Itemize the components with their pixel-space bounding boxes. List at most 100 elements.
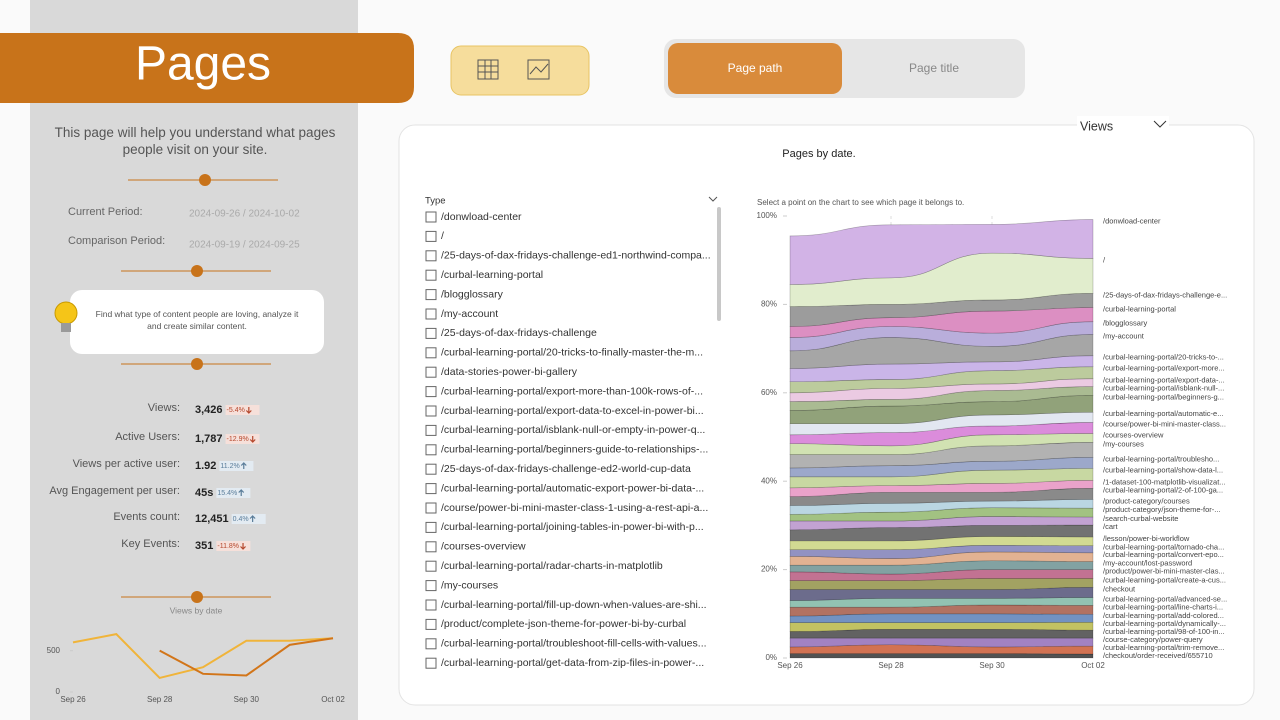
area-series[interactable] (789, 219, 1094, 285)
area-series[interactable] (789, 544, 1094, 559)
filter-item[interactable]: /curbal-learning-portal/export-data-to-e… (441, 405, 704, 417)
filter-item[interactable]: /curbal-learning-portal/joining-tables-i… (441, 521, 704, 533)
area-series[interactable] (789, 560, 1094, 575)
checkbox[interactable] (425, 580, 437, 592)
filter-item[interactable]: /courses-overview (441, 541, 526, 553)
checkbox[interactable] (425, 269, 437, 281)
filter-item[interactable]: /curbal-learning-portal/radar-charts-in-… (441, 560, 663, 572)
checkbox[interactable] (425, 211, 437, 223)
chevron[interactable] (1153, 120, 1167, 128)
toggle-active[interactable] (668, 43, 842, 94)
scrollbar[interactable] (717, 207, 721, 321)
filter-item[interactable]: /curbal-learning-portal/20-tricks-to-fin… (441, 347, 703, 359)
filter-item[interactable]: /25-days-of-dax-fridays-challenge-ed2-wo… (441, 463, 691, 475)
x-tick-label: Oct 02 (1081, 661, 1105, 670)
area-series[interactable] (789, 468, 1094, 489)
filter-item[interactable]: /curbal-learning-portal/automatic-export… (441, 482, 704, 494)
checkbox[interactable] (425, 444, 437, 456)
line-chart-icon[interactable] (527, 59, 550, 80)
filter-item[interactable]: /data-stories-power-bi-gallery (441, 366, 578, 378)
tip-text: Find what type of content people are lov… (95, 309, 299, 331)
area-series[interactable] (789, 433, 1094, 455)
filter-item[interactable]: / (441, 230, 444, 242)
checkbox[interactable] (425, 618, 437, 630)
area-series[interactable] (789, 499, 1094, 515)
area-series[interactable] (789, 355, 1094, 383)
legend-label: /lesson/power-bi-workflow (1103, 534, 1190, 543)
area-series[interactable] (789, 480, 1094, 497)
filter-item[interactable]: /donwload-center (441, 211, 522, 223)
title-banner (0, 33, 414, 103)
filter-item[interactable]: /curbal-learning-portal/get-data-from-zi… (441, 657, 704, 669)
filter-item[interactable]: /my-account (441, 308, 498, 320)
toggle-option[interactable]: Page title (909, 61, 959, 75)
checkbox[interactable] (425, 463, 437, 475)
checkbox[interactable] (425, 327, 437, 339)
filter-item[interactable]: /curbal-learning-portal/isblank-null-or-… (441, 424, 705, 436)
filter-item[interactable]: /curbal-learning-portal/export-more-than… (441, 385, 703, 397)
area-series[interactable] (789, 604, 1094, 617)
checkbox[interactable] (425, 347, 437, 359)
area-series[interactable] (789, 378, 1094, 402)
measure-dropdown[interactable] (1077, 116, 1169, 136)
checkbox[interactable] (425, 230, 437, 242)
checkbox[interactable] (425, 386, 437, 398)
area-series[interactable] (789, 334, 1094, 369)
checkbox[interactable] (425, 638, 437, 650)
checkbox[interactable] (425, 250, 437, 262)
visual-switch[interactable] (450, 45, 590, 96)
area-series[interactable] (789, 507, 1094, 522)
area-series[interactable] (789, 395, 1094, 425)
legend-label: /my-account (1103, 331, 1145, 340)
filter-item[interactable]: /my-courses (441, 579, 498, 591)
table-icon[interactable] (477, 59, 499, 80)
trend-arrow (249, 515, 256, 522)
y-tick-label: 0% (765, 653, 777, 662)
trend-arrow (245, 407, 252, 414)
filter-item[interactable]: /product/complete-json-theme-for-power-b… (441, 618, 686, 630)
area-series[interactable] (789, 307, 1094, 338)
checkbox[interactable] (425, 541, 437, 553)
checkbox[interactable] (425, 502, 437, 514)
checkbox[interactable] (425, 308, 437, 320)
kpi-value: 351 (195, 540, 213, 552)
filter-item[interactable]: /course/power-bi-mini-master-class-1-usi… (441, 502, 708, 514)
filter-item[interactable]: /25-days-of-dax-fridays-challenge (441, 327, 597, 339)
chevron[interactable] (708, 196, 718, 202)
area-series[interactable] (789, 293, 1094, 327)
comparison-period-value: 2024-09-19 / 2024-09-25 (189, 240, 300, 251)
area-series[interactable] (789, 551, 1094, 566)
checkbox[interactable] (425, 289, 437, 301)
area-series[interactable] (789, 578, 1094, 590)
area-series[interactable] (789, 411, 1094, 436)
area-series[interactable] (789, 524, 1094, 542)
area-series[interactable] (789, 516, 1094, 531)
checkbox[interactable] (425, 521, 437, 533)
area-series[interactable] (789, 442, 1094, 469)
measure-value[interactable]: Views (1080, 119, 1113, 133)
kpi-value: 1,787 (195, 433, 223, 445)
area-series[interactable] (789, 386, 1094, 411)
filter-item[interactable]: /curbal-learning-portal/fill-up-down-whe… (441, 599, 707, 611)
toggle-option[interactable]: Page path (728, 61, 783, 75)
filter-item[interactable]: /blogglossary (441, 288, 504, 300)
checkbox[interactable] (425, 405, 437, 417)
legend-label: /product-category/json-theme-for-... (1103, 505, 1221, 514)
filter-item[interactable]: /25-days-of-dax-fridays-challenge-ed1-no… (441, 250, 711, 262)
checkbox[interactable] (425, 560, 437, 572)
area-series[interactable] (789, 569, 1094, 581)
area-series[interactable] (789, 536, 1094, 551)
area-series[interactable] (789, 422, 1094, 447)
checkbox[interactable] (425, 657, 437, 669)
y-tick-label: 60% (761, 388, 777, 397)
checkbox[interactable] (425, 599, 437, 611)
area-series[interactable] (789, 637, 1094, 648)
filter-item[interactable]: /curbal-learning-portal (441, 269, 543, 281)
legend-label: /curbal-learning-portal/trim-remove... (1103, 643, 1224, 652)
filter-item[interactable]: /curbal-learning-portal/beginners-guide-… (441, 444, 708, 456)
area-series[interactable] (789, 653, 1094, 659)
filter-item[interactable]: /curbal-learning-portal/troubleshoot-fil… (441, 638, 707, 650)
checkbox[interactable] (425, 483, 437, 495)
checkbox[interactable] (425, 424, 437, 436)
checkbox[interactable] (425, 366, 437, 378)
